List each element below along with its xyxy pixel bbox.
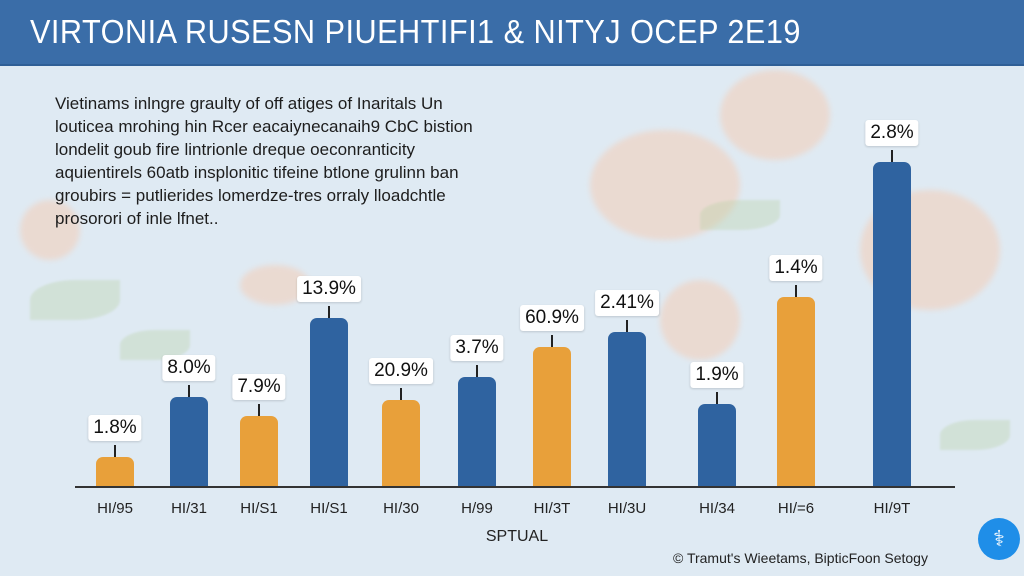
data-label: 8.0% — [162, 355, 216, 381]
x-tick-label: HI/3U — [607, 500, 647, 517]
data-label: 2.8% — [865, 120, 919, 146]
description-line: louticea mrohing hin Rcer eacaiynecanaih… — [55, 117, 473, 136]
x-tick-label: HI/95 — [97, 500, 133, 517]
label-stem — [716, 392, 718, 404]
bar — [458, 377, 496, 486]
bar — [96, 457, 134, 486]
label-stem — [626, 320, 628, 332]
label-stem — [188, 385, 190, 397]
header-bar: VIRTONIA RUSESN PIUEHTIFI1 & NITYJ OCEP … — [0, 0, 1024, 66]
bar — [698, 404, 736, 486]
data-label: 1.8% — [88, 415, 142, 441]
chart-title: VIRTONIA RUSESN PIUEHTIFI1 & NITYJ OCEP … — [30, 13, 801, 50]
label-stem — [551, 335, 553, 347]
x-tick-label: H/99 — [461, 500, 493, 517]
label-stem — [476, 365, 478, 377]
description-line: prosorori of inle lfnet.. — [55, 209, 219, 228]
x-tick-label: HI/9T — [873, 500, 911, 517]
x-tick-label: HI/S1 — [240, 500, 278, 517]
x-tick-label: HI/31 — [171, 500, 207, 517]
data-label: 1.9% — [690, 362, 744, 388]
description-line: Vietinams inlngre graulty of off atiges … — [55, 94, 443, 113]
bar — [608, 332, 646, 486]
data-label: 3.7% — [450, 335, 504, 361]
label-stem — [328, 306, 330, 318]
data-label: 13.9% — [297, 276, 361, 302]
bar — [310, 318, 348, 486]
credit-text: © Tramut's Wieetams, BipticFoon Setogy — [673, 550, 928, 566]
description-line: aquientirels 60atb insplonitic tifeine b… — [55, 163, 459, 182]
bar — [382, 400, 420, 486]
data-label: 60.9% — [520, 305, 584, 331]
bar — [240, 416, 278, 486]
bar — [873, 162, 911, 486]
label-stem — [891, 150, 893, 162]
description-text: Vietinams inlngre graulty of off atiges … — [55, 92, 525, 230]
dna-icon: ⚕ — [978, 518, 1020, 560]
x-tick-label: HI/S1 — [310, 500, 348, 517]
x-tick-label: HI/=6 — [777, 500, 815, 517]
x-tick-label: HI/34 — [699, 500, 735, 517]
x-axis-line — [75, 486, 955, 488]
label-stem — [795, 285, 797, 297]
bar — [533, 347, 571, 486]
x-tick-label: HI/3T — [533, 500, 571, 517]
x-axis-label: SPTUAL — [485, 528, 549, 545]
data-label: 20.9% — [369, 358, 433, 384]
label-stem — [258, 404, 260, 416]
data-label: 2.41% — [595, 290, 659, 316]
bar — [777, 297, 815, 486]
x-tick-label: HI/30 — [383, 500, 419, 517]
data-label: 1.4% — [769, 255, 823, 281]
description-line: groubirs = putlierides lomerdze-tres orr… — [55, 186, 446, 205]
data-label: 7.9% — [232, 374, 286, 400]
label-stem — [400, 388, 402, 400]
description-line: londelit goub fire lintrionle dreque oec… — [55, 140, 416, 159]
label-stem — [114, 445, 116, 457]
bar — [170, 397, 208, 486]
